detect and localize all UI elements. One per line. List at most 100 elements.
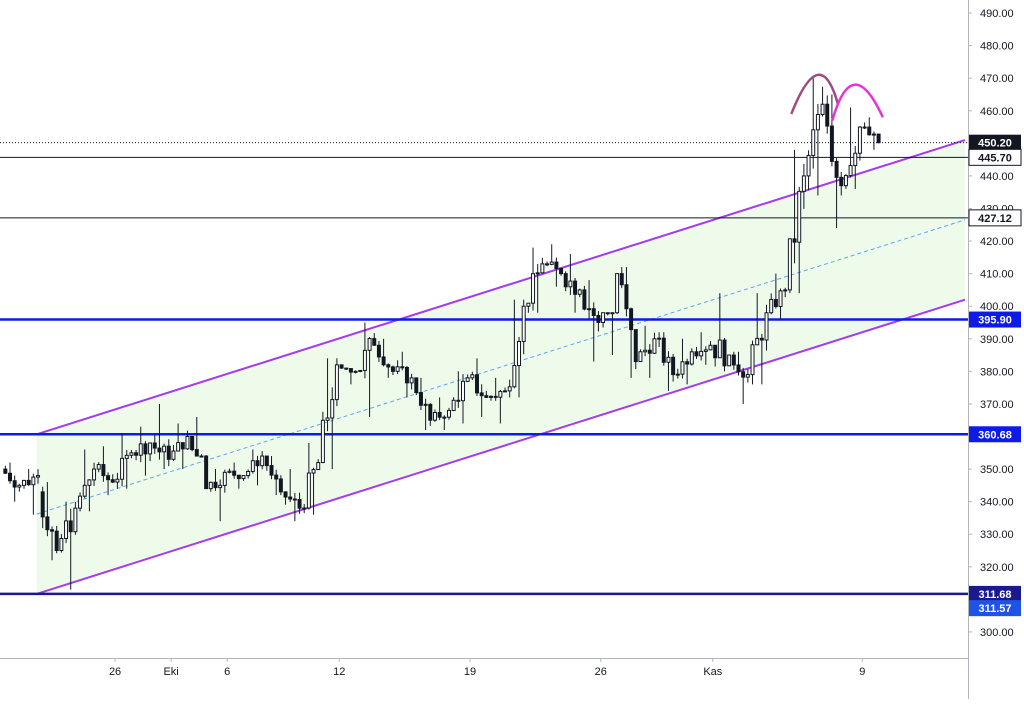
candle-up [367,338,372,351]
horizontal-levels [0,142,968,596]
candle-down [834,160,839,178]
candle-down [400,366,405,369]
y-tick-label: 350.00 [980,464,1014,476]
candle-down [867,126,872,136]
price-badges: 450.20 445.70 427.12 395.90 360.68 311.68 311.… [968,134,1022,617]
candle-down [722,339,727,367]
candle-down [190,435,195,451]
pattern-arc-1 [790,73,840,115]
candle-down [773,299,778,307]
y-tick-label: 440.00 [980,171,1014,183]
candle-up [31,476,36,486]
price-channel [36,139,966,595]
candle-up [568,280,573,288]
candle-up [689,351,694,365]
candle-up [820,103,825,115]
candle-down [12,480,17,488]
candle-down [792,238,797,243]
candle-up [451,399,456,411]
candle-down [283,491,288,498]
candle-up [745,374,750,378]
x-tick-label: Eki [163,666,178,678]
candle-up [601,312,606,323]
channel-lower-line [36,298,966,595]
candle-up [643,349,648,353]
candle-up [853,152,858,167]
candle-up [96,464,101,470]
candle-down [390,366,395,372]
candle-down [40,491,45,518]
candle-down [591,308,596,316]
candle-up [507,386,512,392]
candle-up [460,380,465,402]
candle-up [535,272,540,275]
candle-up [36,475,41,478]
candle-down [348,368,353,373]
candle-up [531,273,536,304]
candle-down [157,447,162,453]
x-tick-label: 6 [224,666,230,678]
price-badge-label: 445.70 [978,152,1012,164]
candle-down [862,126,867,129]
candle-down [414,377,419,394]
candle-down [493,395,498,398]
candle-up [666,356,671,363]
candle-down [204,455,209,490]
candle-up [680,361,685,375]
candle-down [479,392,484,397]
candle-up [857,126,862,154]
pattern-arc-2 [831,83,884,121]
candle-down [596,314,601,323]
y-tick-label: 460.00 [980,106,1014,118]
candle-down [876,133,881,144]
price-badge-label: 395.90 [978,315,1012,327]
candle-up [330,399,335,419]
candle-down [180,442,185,450]
candle-up [652,338,657,354]
candle-up [498,390,503,398]
candle-up [302,507,307,510]
price-badge-311.57: 311.57 [969,600,1021,617]
candle-up [871,133,876,136]
candle-up [227,470,232,473]
candle-up [521,305,526,342]
candle-down [143,443,148,455]
candle-up [675,373,680,376]
candle-up [783,289,788,292]
candle-down [255,460,260,467]
x-tick-label: 26 [595,666,607,678]
candle-up [73,507,78,533]
x-tick-label: 12 [333,666,345,678]
candle-up [138,443,143,456]
x-tick-label: Kas [703,666,722,678]
candle-up [549,261,554,265]
candle-down [274,474,279,480]
candle-down [475,374,479,394]
candle-up [395,366,400,372]
candle-down [741,371,746,378]
x-axis-panel [0,658,968,699]
y-tick-label: 370.00 [980,399,1014,411]
candle-up [115,478,120,483]
candle-up [699,350,704,357]
candle-up [17,484,22,488]
candle-up [526,302,531,307]
candle-up [409,377,414,384]
candle-up [185,435,190,450]
candle-down [45,516,50,531]
price-badge-label: 427.12 [978,213,1012,225]
candle-up [208,481,213,490]
price-badge-427.12: 427.12 [968,209,1022,227]
candle-down [339,364,344,369]
candle-down [694,351,699,357]
candle-up [465,377,470,382]
x-tick-label: 26 [109,666,121,678]
candle-up [512,365,517,388]
candle-up [843,175,848,187]
channel-upper-line [36,139,966,436]
candle-up [657,337,662,340]
candle-up [222,471,227,486]
candle-down [194,449,199,457]
